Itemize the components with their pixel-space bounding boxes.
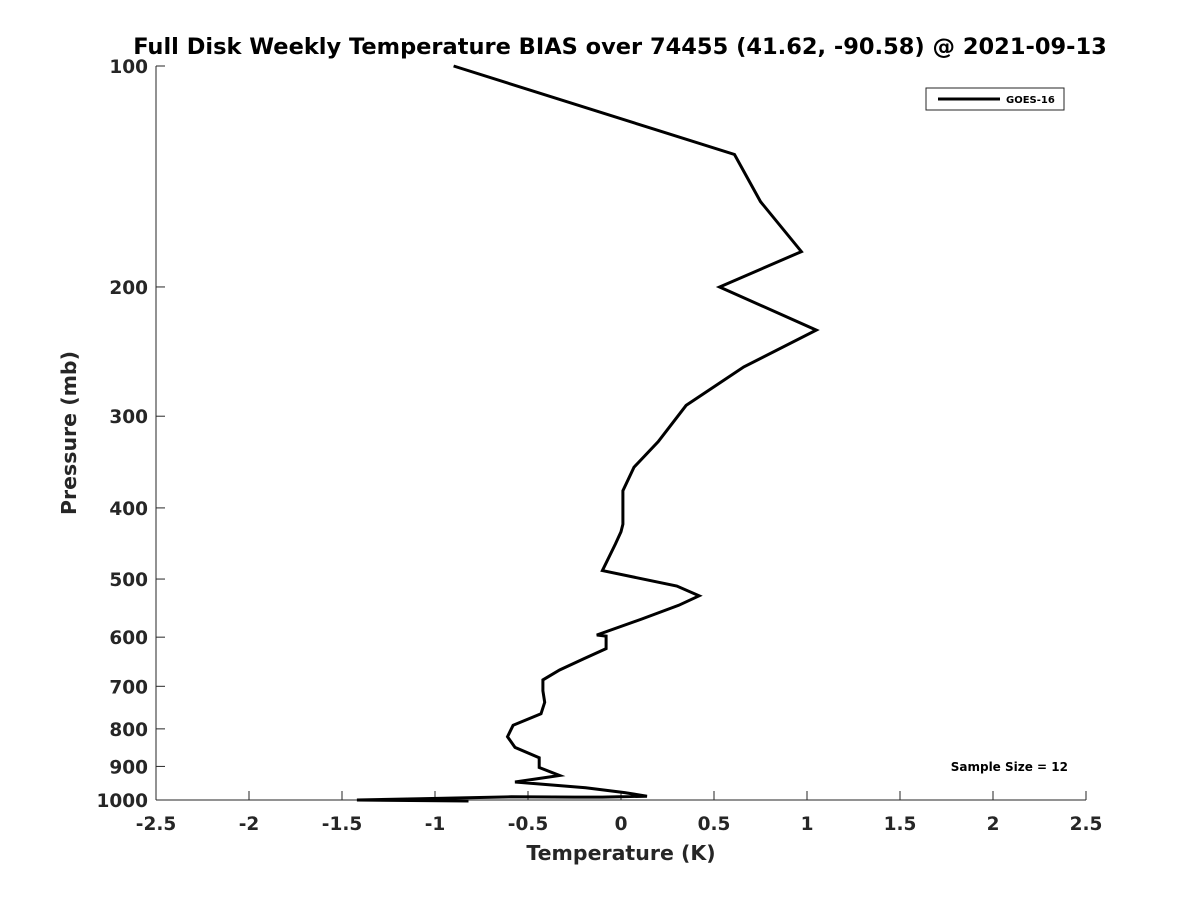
x-tick-label: -0.5 <box>508 814 548 835</box>
chart-title: Full Disk Weekly Temperature BIAS over 7… <box>133 34 1107 60</box>
y-axis-label: Pressure (mb) <box>57 351 81 515</box>
y-tick-label: 600 <box>109 628 148 649</box>
x-tick-label: -2.5 <box>136 814 176 835</box>
legend: GOES-16 <box>925 87 1065 111</box>
x-tick-label: -2 <box>239 814 260 835</box>
x-tick-label: 1.5 <box>884 814 917 835</box>
legend-label-goes-16: GOES-16 <box>1006 95 1055 106</box>
y-tick-label: 800 <box>109 720 148 741</box>
x-ticks: -2.5 -2 -1.5 -1 -0.5 0 0.5 1 1.5 2 2.5 <box>136 791 1103 835</box>
x-tick-label: 2 <box>987 814 1000 835</box>
x-tick-label: 0.5 <box>698 814 731 835</box>
y-tick-label: 100 <box>109 57 148 78</box>
y-tick-label: 200 <box>109 278 148 299</box>
x-tick-label: -1 <box>425 814 446 835</box>
series-layer <box>356 64 820 803</box>
y-ticks: 100 200 300 400 500 600 700 800 900 1000 <box>97 57 165 812</box>
x-tick-label: 1 <box>801 814 814 835</box>
series-line-goes-16 <box>356 64 820 803</box>
y-tick-label: 400 <box>109 499 148 520</box>
x-tick-label: -1.5 <box>322 814 362 835</box>
sample-size-annotation: Sample Size = 12 <box>951 760 1068 774</box>
x-tick-label: 0 <box>615 814 628 835</box>
x-tick-label: 2.5 <box>1070 814 1103 835</box>
y-tick-label: 1000 <box>97 791 149 812</box>
y-tick-label: 300 <box>109 407 148 428</box>
y-tick-label: 700 <box>109 677 148 698</box>
y-tick-label: 500 <box>109 570 148 591</box>
x-axis-label: Temperature (K) <box>526 841 715 865</box>
y-tick-label: 900 <box>109 757 148 778</box>
